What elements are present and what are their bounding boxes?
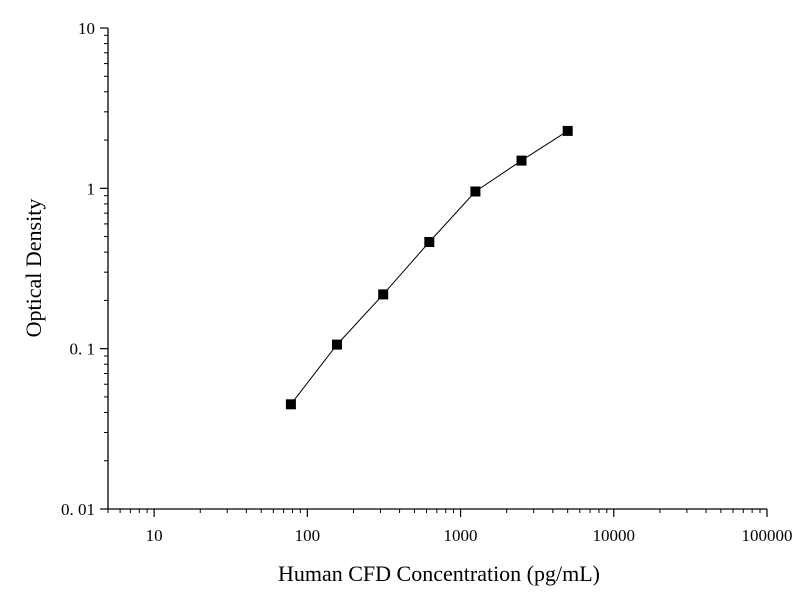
y-tick-label: 0. 01 bbox=[61, 500, 95, 519]
x-tick-label: 10 bbox=[146, 526, 163, 545]
y-axis-title: Optical Density bbox=[21, 199, 46, 338]
data-point bbox=[470, 186, 481, 197]
data-point bbox=[378, 289, 389, 300]
data-point bbox=[332, 339, 342, 350]
y-tick-label: 10 bbox=[78, 19, 95, 38]
data-point bbox=[516, 155, 527, 166]
y-tick-label: 1 bbox=[87, 179, 96, 198]
axes bbox=[107, 28, 767, 510]
x-tick-label: 100000 bbox=[742, 526, 793, 545]
data-points bbox=[285, 125, 573, 410]
series-curve bbox=[290, 130, 568, 405]
ticks: 0. 01 0. 1 1 10 10 100 1000 10000 100000 bbox=[61, 19, 793, 545]
x-axis-title: Human CFD Concentration (pg/mL) bbox=[278, 561, 600, 586]
y-tick-label: 0. 1 bbox=[70, 340, 96, 359]
series-line bbox=[290, 130, 568, 405]
data-point bbox=[562, 125, 573, 136]
x-tick-label: 10000 bbox=[593, 526, 636, 545]
data-point bbox=[424, 237, 435, 247]
x-tick-label: 100 bbox=[295, 526, 321, 545]
x-tick-label: 1000 bbox=[444, 526, 478, 545]
data-point bbox=[285, 399, 296, 410]
